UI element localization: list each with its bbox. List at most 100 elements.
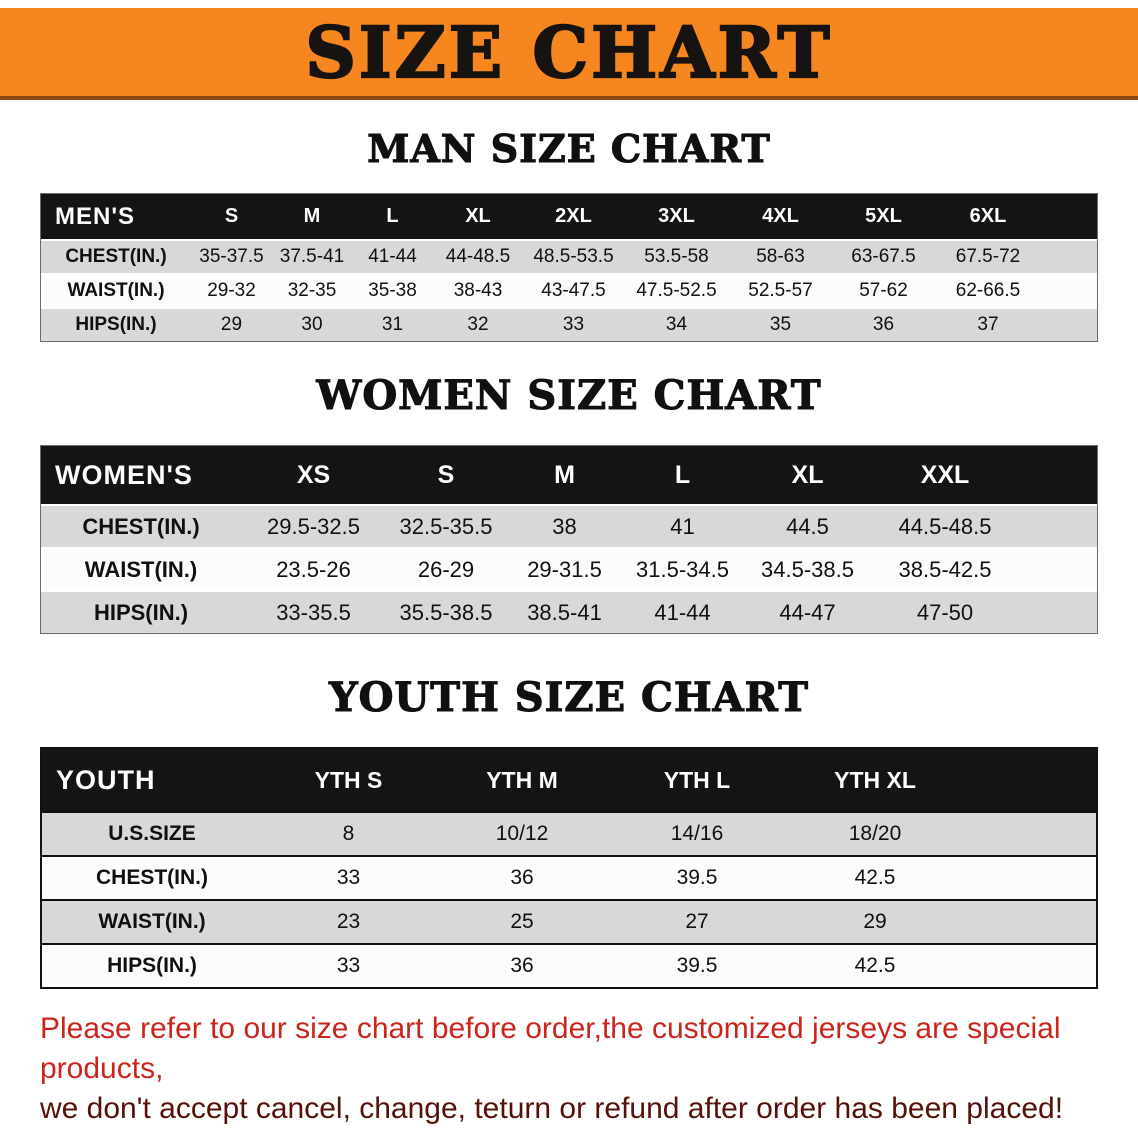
- table-cell: 42.5: [854, 954, 896, 977]
- table-cell: 35.5-38.5: [399, 599, 493, 625]
- table-cell: 44.5-48.5: [898, 513, 992, 539]
- column-header-cell: 2XL: [555, 205, 592, 227]
- table-cell: 35-38: [368, 280, 417, 301]
- table-cell: 41-44: [368, 246, 417, 267]
- table-cell: 48.5-53.5: [533, 246, 614, 267]
- table-cell: 23.5-26: [276, 556, 351, 582]
- table-cell: 36: [872, 314, 895, 335]
- table-filler: [1017, 592, 1095, 633]
- table-filler: [965, 749, 1096, 811]
- column-header-cell: M: [554, 460, 575, 489]
- column-header-cell: XS: [296, 460, 331, 489]
- women-section-heading: WOMEN SIZE CHART: [316, 371, 822, 419]
- column-header-cell: 6XL: [969, 205, 1007, 227]
- table-cell: 35: [769, 314, 792, 335]
- table-cell: 31: [381, 314, 404, 335]
- table-cell: 33-35.5: [276, 599, 351, 625]
- table-filler: [965, 945, 1096, 987]
- column-header-cell: XXL: [920, 460, 970, 489]
- table-cell: 27: [685, 910, 709, 933]
- table-filler: [1017, 549, 1095, 590]
- column-header-cell: L: [386, 205, 399, 227]
- table-cell: 26-29: [417, 556, 475, 582]
- table-cell: 38.5-41: [527, 599, 602, 625]
- table-cell: 29: [220, 314, 243, 335]
- row-label: CHEST(IN.): [82, 513, 200, 539]
- table-cell: 38: [552, 513, 577, 539]
- table-cell: 38.5-42.5: [898, 556, 992, 582]
- table-cell: 57-62: [859, 280, 908, 301]
- women-size-table: WOMEN'S XS S M L XL XXL CHEST(IN.) 29.5-32.5 32.5…: [40, 445, 1098, 634]
- table-cell: 33: [336, 866, 361, 889]
- table-row: CHEST(IN.) 35-37.5 37.5-41 41-44 44-48.5 48.5…: [41, 239, 1097, 273]
- column-header-cell: 5XL: [865, 205, 902, 227]
- table-cell: 10/12: [495, 822, 549, 845]
- table-cell: 32-35: [287, 280, 337, 301]
- table-title-cell: YOUTH: [56, 764, 156, 795]
- table-row: CHEST(IN.) 33 36 39.5 42.5: [42, 855, 1096, 899]
- table-cell: 29: [863, 910, 887, 933]
- table-cell: 39.5: [676, 954, 718, 977]
- table-filler: [1041, 309, 1095, 341]
- table-cell: 44-48.5: [445, 246, 511, 267]
- men-size-table: MEN'S S M L XL 2XL 3XL 4XL 5XL 6XL CHEST(IN.) 35-37…: [40, 193, 1098, 342]
- table-row: HIPS(IN.) 33-35.5 35.5-38.5 38.5-41 41-44 44-…: [41, 590, 1097, 633]
- table-row: CHEST(IN.) 29.5-32.5 32.5-35.5 38 41 44.5 44.5…: [41, 504, 1097, 547]
- table-cell: 32: [467, 314, 489, 335]
- table-row: WAIST(IN.) 23.5-26 26-29 29-31.5 31.5-34.5 34…: [41, 547, 1097, 590]
- table-filler: [1017, 446, 1095, 504]
- size-chart-banner: SIZE CHART: [0, 8, 1138, 100]
- table-cell: 52.5-57: [748, 280, 813, 301]
- column-header-cell: M: [303, 205, 321, 227]
- row-label: WAIST(IN.): [67, 280, 165, 301]
- table-cell: 14/16: [670, 822, 724, 845]
- column-header-cell: S: [224, 205, 239, 227]
- disclaimer-line-2: we don't accept cancel, change, teturn o…: [40, 1092, 1064, 1125]
- table-cell: 29-32: [207, 280, 256, 301]
- table-cell: 35-37.5: [199, 246, 264, 267]
- table-cell: 44.5: [786, 513, 829, 539]
- table-cell: 41: [670, 513, 695, 539]
- table-cell: 36: [510, 866, 534, 889]
- table-cell: 47-50: [916, 599, 974, 625]
- table-cell: 25: [510, 910, 534, 933]
- column-header-cell: L: [674, 460, 691, 489]
- table-cell: 44-47: [779, 599, 836, 625]
- youth-section-heading: YOUTH SIZE CHART: [328, 673, 809, 721]
- row-label: U.S.SIZE: [108, 822, 196, 845]
- men-section-heading: MAN SIZE CHART: [367, 125, 771, 171]
- table-row: HIPS(IN.) 29 30 31 32 33 34 35 36 37: [41, 307, 1097, 341]
- disclaimer-line-1: Please refer to our size chart before or…: [40, 1012, 1061, 1085]
- table-cell: 47.5-52.5: [636, 280, 717, 301]
- table-filler: [1041, 194, 1095, 239]
- section-men: MAN SIZE CHART MEN'S S M L XL 2XL 3XL 4XL 5XL 6XL…: [0, 125, 1138, 342]
- table-cell: 38-43: [453, 280, 503, 301]
- table-row: U.S.SIZE 8 10/12 14/16 18/20: [42, 811, 1096, 855]
- column-header-cell: YTH L: [663, 766, 731, 793]
- table-cell: 41-44: [654, 599, 711, 625]
- column-header-cell: YTH S: [314, 766, 383, 793]
- table-filler: [1041, 241, 1095, 273]
- row-label: WAIST(IN.): [84, 556, 198, 582]
- table-cell: 36: [510, 954, 534, 977]
- column-header-cell: 4XL: [762, 205, 799, 227]
- youth-size-table: YOUTH YTH S YTH M YTH L YTH XL U.S.SIZE 8 10/12…: [40, 747, 1098, 989]
- column-header-cell: 3XL: [658, 205, 695, 227]
- table-cell: 39.5: [676, 866, 718, 889]
- row-label: HIPS(IN.): [107, 954, 197, 977]
- table-cell: 34.5-38.5: [761, 556, 854, 582]
- table-cell: 67.5-72: [955, 246, 1021, 267]
- row-label: WAIST(IN.): [98, 910, 206, 933]
- table-cell: 63-67.5: [851, 246, 916, 267]
- table-cell: 34: [665, 314, 688, 335]
- table-filler: [965, 813, 1096, 855]
- row-label: CHEST(IN.): [96, 866, 208, 889]
- table-cell: 32.5-35.5: [399, 513, 493, 539]
- table-cell: 43-47.5: [541, 280, 606, 301]
- table-header-row: MEN'S S M L XL 2XL 3XL 4XL 5XL 6XL: [41, 194, 1097, 239]
- section-women: WOMEN SIZE CHART WOMEN'S XS S M L XL XXL CHEST(…: [0, 371, 1138, 634]
- table-cell: 33: [562, 314, 585, 335]
- table-cell: 23: [336, 910, 361, 933]
- table-cell: 37.5-41: [279, 246, 345, 267]
- column-header-cell: S: [437, 460, 455, 489]
